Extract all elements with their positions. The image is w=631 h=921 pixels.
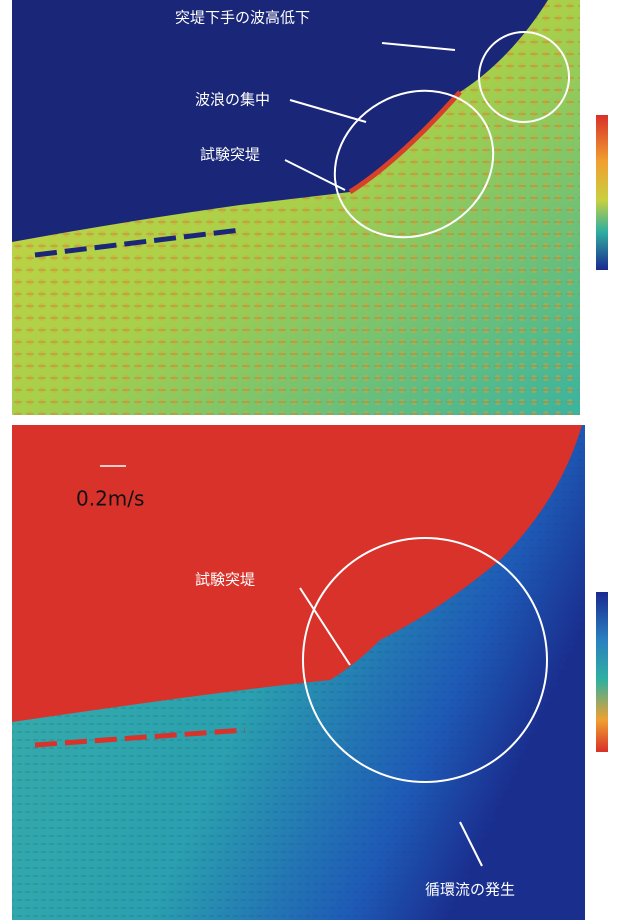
annotation: 試験突堤 xyxy=(200,146,260,164)
scale-label: 0.2m/s xyxy=(76,487,144,511)
colorbar xyxy=(596,115,608,270)
colorbar xyxy=(596,592,608,752)
annotation: 突堤下手の波高低下 xyxy=(175,9,310,27)
annotation: 試験突堤 xyxy=(195,571,255,589)
annotation: 循環流の発生 xyxy=(425,881,515,899)
annotation: 波浪の集中 xyxy=(195,91,270,109)
figure: 突堤下手の波高低下 波浪の集中 試験突堤 0.2m/s 試験突堤 循環流の発生 xyxy=(0,0,631,921)
top-panel: 突堤下手の波高低下 波浪の集中 試験突堤 xyxy=(12,0,608,415)
bottom-panel: 0.2m/s 試験突堤 循環流の発生 xyxy=(12,425,608,920)
